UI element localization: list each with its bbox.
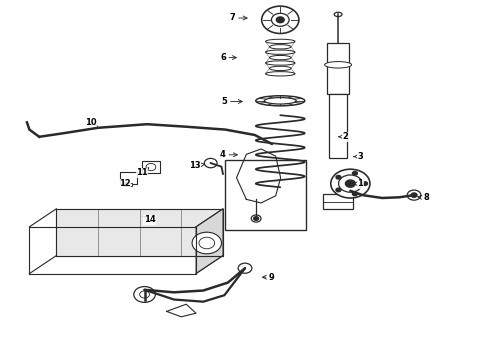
Text: 6: 6 [220,53,236,62]
Bar [327,43,349,94]
Circle shape [199,237,215,249]
Text: 2: 2 [339,132,348,141]
Circle shape [352,192,357,196]
Bar [329,94,347,158]
Polygon shape [196,209,223,274]
Circle shape [192,232,221,254]
Bar [225,160,306,230]
Bar [124,183,132,186]
Text: 3: 3 [354,152,363,161]
Circle shape [331,169,370,198]
Text: 14: 14 [143,215,155,224]
Circle shape [363,182,368,185]
Text: 10: 10 [85,118,97,127]
Circle shape [411,193,417,197]
Polygon shape [56,209,223,256]
Text: 8: 8 [418,194,429,202]
Text: 11: 11 [136,168,149,177]
Circle shape [254,217,259,220]
Circle shape [134,287,155,302]
Text: 9: 9 [263,273,275,282]
Text: 4: 4 [220,150,237,159]
Bar [120,172,137,184]
Circle shape [339,175,362,192]
Text: 12: 12 [119,179,131,188]
Circle shape [204,158,217,168]
Text: 5: 5 [221,97,242,106]
Circle shape [352,171,357,175]
Circle shape [407,190,421,200]
Ellipse shape [334,12,342,17]
Circle shape [336,188,341,192]
Circle shape [276,17,284,23]
Circle shape [140,291,149,298]
Circle shape [238,263,252,273]
Circle shape [345,180,355,187]
Circle shape [146,163,156,171]
Ellipse shape [324,62,352,68]
Text: 7: 7 [230,13,247,22]
Bar [323,194,353,209]
Circle shape [336,175,341,179]
Text: 1: 1 [354,179,363,188]
Bar [142,161,160,173]
Text: 13: 13 [189,161,204,170]
